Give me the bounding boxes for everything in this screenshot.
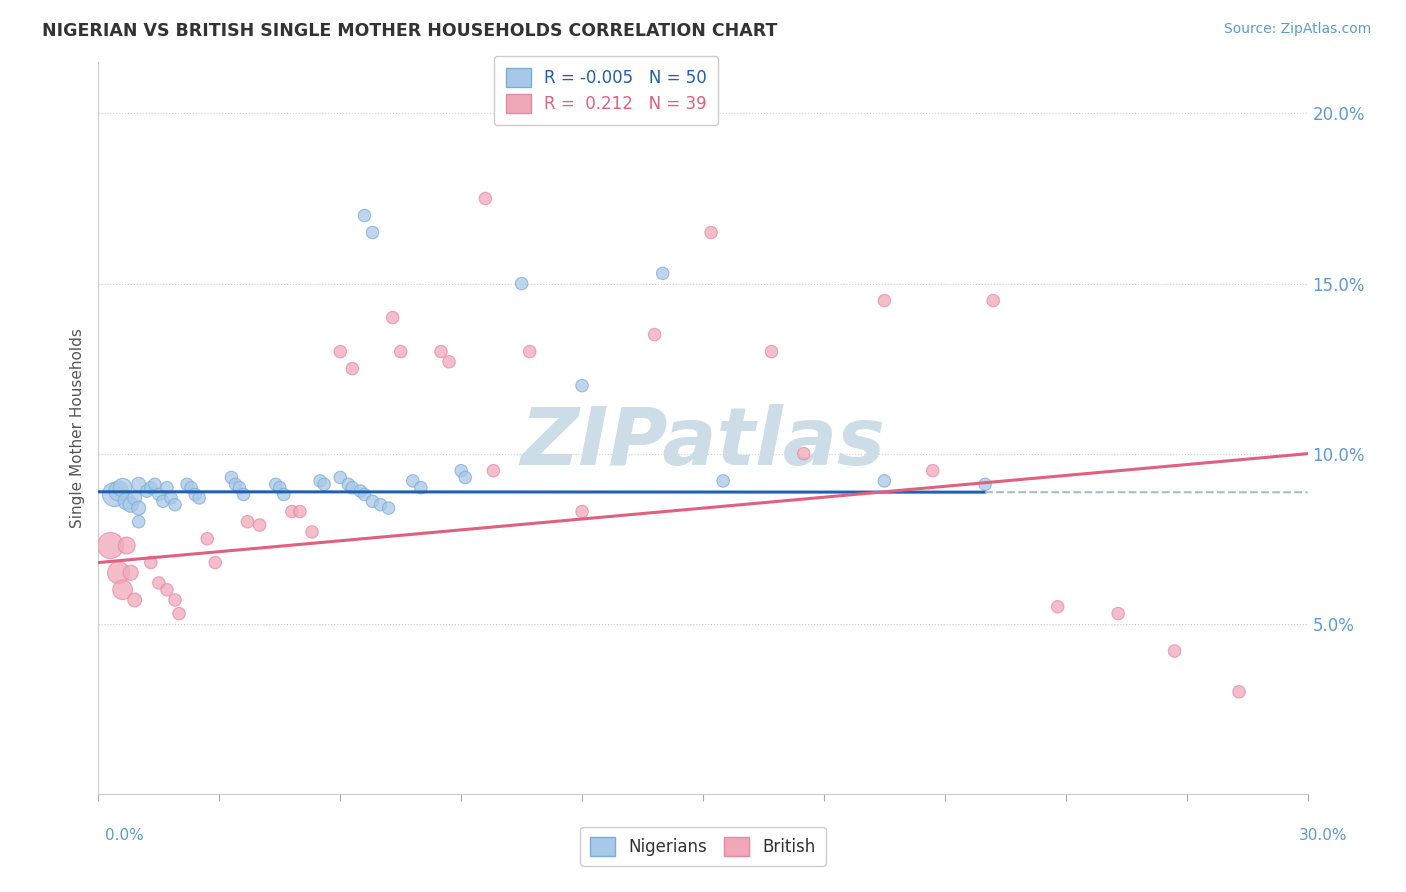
Point <box>361 494 384 508</box>
Point <box>120 566 142 580</box>
Point <box>103 487 125 501</box>
Point <box>974 477 997 491</box>
Point <box>163 593 186 607</box>
Point <box>188 491 211 505</box>
Point <box>301 524 323 539</box>
Point <box>342 481 364 495</box>
Point <box>128 477 150 491</box>
Point <box>236 515 259 529</box>
Point <box>389 344 412 359</box>
Y-axis label: Single Mother Households: Single Mother Households <box>70 328 86 528</box>
Point <box>314 477 336 491</box>
Point <box>873 474 896 488</box>
Point <box>281 504 304 518</box>
Point <box>163 498 186 512</box>
Point <box>148 487 170 501</box>
Point <box>176 477 198 491</box>
Point <box>204 556 226 570</box>
Point <box>180 481 202 495</box>
Point <box>454 470 477 484</box>
Point <box>361 226 384 240</box>
Point <box>111 481 134 495</box>
Point <box>329 344 352 359</box>
Point <box>450 464 472 478</box>
Point <box>437 355 460 369</box>
Point <box>921 464 943 478</box>
Point <box>264 477 287 491</box>
Point <box>156 481 179 495</box>
Point <box>115 539 138 553</box>
Point <box>793 447 815 461</box>
Point <box>269 481 291 495</box>
Point <box>273 487 295 501</box>
Point <box>111 582 134 597</box>
Point <box>349 484 371 499</box>
Point <box>402 474 425 488</box>
Point <box>381 310 404 325</box>
Point <box>1227 685 1250 699</box>
Point <box>288 504 311 518</box>
Point <box>124 491 146 505</box>
Point <box>128 515 150 529</box>
Point <box>148 576 170 591</box>
Point <box>224 477 246 491</box>
Point <box>135 484 157 499</box>
Point <box>160 491 183 505</box>
Point <box>128 501 150 516</box>
Point <box>184 487 207 501</box>
Point <box>120 498 142 512</box>
Legend: Nigerians, British: Nigerians, British <box>581 827 825 866</box>
Point <box>107 566 129 580</box>
Point <box>873 293 896 308</box>
Point <box>377 501 399 516</box>
Point <box>124 593 146 607</box>
Text: NIGERIAN VS BRITISH SINGLE MOTHER HOUSEHOLDS CORRELATION CHART: NIGERIAN VS BRITISH SINGLE MOTHER HOUSEH… <box>42 22 778 40</box>
Text: 0.0%: 0.0% <box>105 828 145 843</box>
Point <box>342 361 364 376</box>
Point <box>221 470 243 484</box>
Point <box>228 481 250 495</box>
Point <box>337 477 360 491</box>
Point <box>651 266 673 280</box>
Point <box>510 277 533 291</box>
Point <box>167 607 190 621</box>
Text: 30.0%: 30.0% <box>1299 828 1347 843</box>
Text: ZIPatlas: ZIPatlas <box>520 404 886 482</box>
Point <box>409 481 432 495</box>
Point <box>139 481 162 495</box>
Point <box>249 518 271 533</box>
Point <box>107 484 129 499</box>
Point <box>1046 599 1069 614</box>
Point <box>309 474 332 488</box>
Point <box>329 470 352 484</box>
Point <box>571 504 593 518</box>
Point <box>981 293 1004 308</box>
Point <box>152 494 174 508</box>
Point <box>482 464 505 478</box>
Point <box>474 192 496 206</box>
Point <box>761 344 783 359</box>
Point <box>353 209 375 223</box>
Point <box>571 378 593 392</box>
Point <box>430 344 453 359</box>
Text: Source: ZipAtlas.com: Source: ZipAtlas.com <box>1223 22 1371 37</box>
Point <box>195 532 218 546</box>
Point <box>370 498 392 512</box>
Point <box>1107 607 1129 621</box>
Point <box>711 474 734 488</box>
Point <box>700 226 723 240</box>
Point <box>139 556 162 570</box>
Point <box>1163 644 1185 658</box>
Point <box>519 344 541 359</box>
Legend: R = -0.005   N = 50, R =  0.212   N = 39: R = -0.005 N = 50, R = 0.212 N = 39 <box>494 56 718 125</box>
Point <box>100 539 122 553</box>
Point <box>644 327 666 342</box>
Point <box>156 582 179 597</box>
Point <box>232 487 254 501</box>
Point <box>353 487 375 501</box>
Point <box>143 477 166 491</box>
Point <box>115 494 138 508</box>
